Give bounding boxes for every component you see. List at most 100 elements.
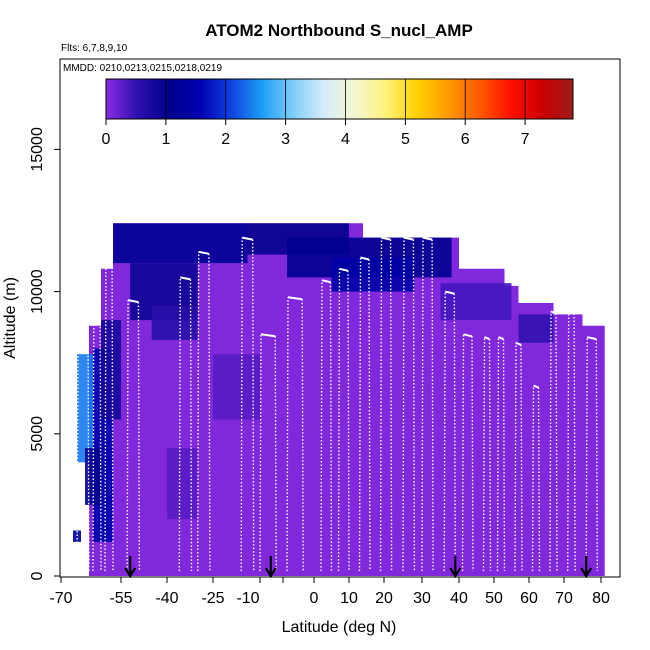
flight-profile-descent (111, 239, 114, 572)
x-tick-label: 30 (413, 590, 431, 607)
x-tick-label: -25 (201, 590, 224, 607)
y-tick-label: 10000 (29, 269, 46, 314)
flight-profile-ascent (286, 297, 289, 572)
colorbar-tick-label: 2 (221, 131, 230, 148)
flight-profile-ascent (585, 337, 588, 572)
x-tick-label: -55 (109, 590, 132, 607)
flight-profile-ascent (379, 237, 383, 572)
chart-subtitle-flights: Flts: 6,7,8,9,10 (61, 43, 128, 54)
flight-profile-descent (520, 344, 523, 572)
flight-profile-level (484, 336, 490, 341)
flight-profile-level (321, 279, 331, 284)
x-tick-label: 60 (520, 590, 538, 607)
colorbar-tick-label: 3 (281, 131, 290, 148)
colorbar-tick-label: 1 (161, 131, 170, 148)
flight-profile-descent (274, 336, 277, 572)
flight-profile-level (180, 276, 191, 281)
x-tick-label: -10 (236, 590, 259, 607)
arrow-marker (124, 556, 137, 579)
flight-profile-level (242, 236, 253, 241)
flight-profile-ascent (76, 325, 79, 572)
chart-subtitle-dates: MMDD: 0210,0213,0215,0218,0219 (63, 63, 222, 74)
flight-profile-level (422, 236, 433, 241)
flight-profile-descent (537, 387, 541, 572)
flight-profile-ascent (259, 334, 262, 572)
heatmap-patch (113, 223, 248, 264)
flight-profile-ascent (496, 337, 500, 572)
flight-profile-ascent (197, 251, 200, 572)
flight-profile-level (93, 267, 101, 272)
flight-profile-level (403, 236, 414, 241)
y-tick-label: 5000 (29, 416, 46, 452)
flight-profile-level (586, 336, 597, 341)
flight-profile-ascent (443, 291, 446, 572)
heatmap-patch (440, 283, 512, 321)
flight-profile-descent (329, 282, 333, 572)
flight-profile-level (339, 267, 349, 272)
flight-profile-ascent (567, 311, 570, 572)
flight-profile-level (463, 333, 473, 338)
flight-profile-descent (368, 259, 371, 572)
flight-profile-ascent (240, 237, 243, 572)
flight-profile-ascent (402, 237, 405, 572)
flight-profile-level (550, 310, 557, 315)
flight-profile-descent (431, 239, 434, 572)
flight-profile-descent (208, 253, 211, 572)
x-tick-label: -70 (49, 590, 72, 607)
arrow-marker (264, 556, 277, 579)
flight-profile-level (533, 384, 539, 389)
arrow-markers (124, 556, 593, 579)
x-tick-label: 20 (375, 590, 393, 607)
colorbar-tick-label: 4 (341, 131, 350, 148)
flight-profile-ascent (549, 311, 552, 572)
colorbar-tick-label: 6 (461, 131, 470, 148)
heatmap-patch (213, 354, 260, 420)
flight-profile-ascent (461, 334, 465, 572)
flight-profile-level (77, 324, 89, 329)
x-axis-label: Latitude (deg N) (282, 619, 397, 636)
flight-profile-descent (471, 336, 474, 572)
flight-profile-level (515, 341, 522, 346)
flight-profile-level (568, 310, 575, 315)
y-axis: 0 5000 10000 15000 (29, 127, 60, 580)
heatmap-patch (167, 448, 198, 520)
flight-profile-descent (412, 239, 416, 572)
flight-profile-descent (137, 302, 141, 572)
x-tick-label: 50 (485, 590, 503, 607)
x-tick-label: 0 (310, 590, 319, 607)
flight-profile-level (198, 250, 210, 255)
flight-profile-ascent (531, 385, 535, 572)
y-tick-label: 0 (29, 571, 46, 580)
chart-title: ATOM2 Northbound S_nucl_AMP (205, 21, 473, 40)
arrow-marker (580, 556, 593, 579)
heatmap-layer (73, 223, 605, 577)
heatmap-patch (101, 320, 121, 420)
x-tick-label: 40 (450, 590, 468, 607)
heatmap-patch (518, 314, 554, 343)
x-tick-label: -40 (155, 590, 178, 607)
flight-profile-level (444, 290, 455, 295)
flight-profile-layer (76, 236, 598, 572)
flight-profile-ascent (514, 342, 517, 572)
flight-profile-level (260, 333, 276, 338)
flight-profile-descent (453, 293, 456, 572)
flight-profile-ascent (421, 237, 424, 572)
flight-profile-level (498, 336, 504, 341)
flight-profile-level (105, 236, 113, 241)
flight-profile-descent (99, 270, 102, 572)
colorbar (105, 78, 574, 120)
y-tick-label: 15000 (29, 127, 46, 172)
heatmap-patch (77, 354, 93, 463)
flight-profile-level (127, 299, 139, 304)
flight-profile-descent (573, 313, 576, 572)
flight-profile-descent (252, 239, 255, 572)
heatmap-patch (73, 530, 81, 542)
flight-profile-ascent (104, 237, 107, 572)
flight-profile-ascent (320, 280, 323, 572)
heatmap-patch (331, 257, 415, 292)
flight-profile-ascent (92, 268, 95, 572)
flight-profile-ascent (482, 337, 486, 572)
flight-profile-ascent (337, 268, 341, 572)
colorbar-tick-label: 7 (521, 131, 530, 148)
flight-profile-level (360, 256, 370, 261)
